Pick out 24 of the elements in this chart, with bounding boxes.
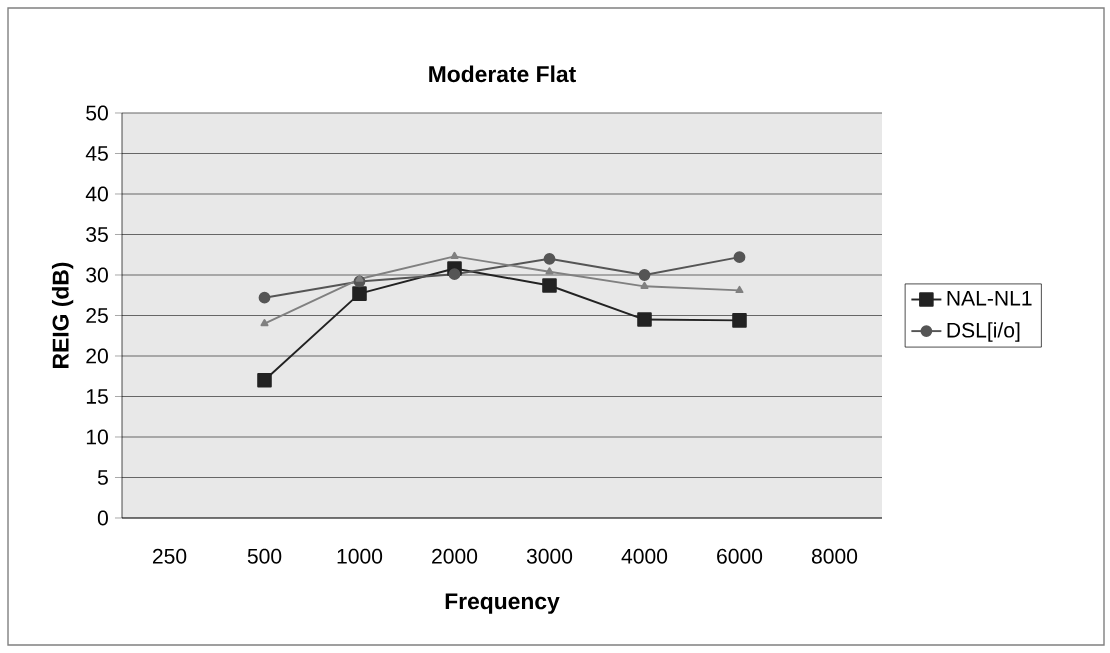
y-tick-label: 15 [86, 389, 108, 404]
y-tick-label: 5 [97, 470, 108, 485]
y-tick-label: 40 [85, 186, 108, 202]
y-tick-label: 10 [86, 429, 108, 445]
y-tick-label: 25 [86, 308, 108, 323]
x-tick-label: 3000 [526, 548, 573, 564]
y-tick-label: 50 [86, 105, 108, 121]
y-tick-label: 30 [86, 267, 108, 283]
legend-label: NAL-NL1 [947, 290, 1032, 306]
y-tick-label: 0 [97, 510, 108, 526]
legend-label: DSL[i/o] [947, 322, 1020, 342]
y-tick-label: 45 [85, 146, 108, 161]
x-tick-label: 2000 [432, 548, 478, 564]
y-tick-label: 35 [86, 227, 108, 242]
y-tick-label: 20 [86, 348, 108, 364]
chart-title: Moderate Flat [429, 65, 576, 83]
x-tick-label: 4000 [621, 548, 668, 564]
x-axis-title: Frequency [445, 593, 560, 614]
y-axis-title: REIG (dB) [51, 262, 74, 368]
x-tick-label: 250 [152, 548, 187, 564]
x-tick-label: 500 [247, 548, 282, 564]
x-tick-label: 6000 [717, 548, 763, 564]
x-tick-label: 1000 [337, 548, 383, 564]
x-tick-label: 8000 [811, 548, 858, 564]
